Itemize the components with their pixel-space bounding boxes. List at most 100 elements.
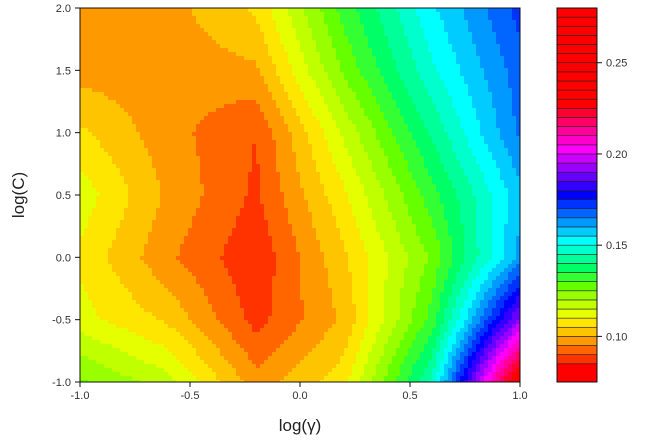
contour-cell (200, 20, 205, 25)
contour-cell (356, 176, 361, 181)
contour-cell (96, 108, 101, 113)
contour-cell (132, 144, 137, 149)
contour-cell (264, 32, 269, 37)
contour-cell (416, 84, 421, 89)
contour-cell (352, 88, 357, 93)
contour-cell (208, 60, 213, 65)
contour-cell (160, 120, 165, 125)
contour-cell (208, 44, 213, 49)
contour-cell (192, 32, 197, 37)
contour-cell (376, 16, 381, 21)
contour-cell (388, 20, 393, 25)
contour-cell (396, 156, 401, 161)
contour-cell (188, 84, 193, 89)
contour-cell (392, 104, 397, 109)
contour-cell (284, 56, 289, 61)
contour-cell (224, 40, 229, 45)
contour-cell (500, 28, 505, 33)
contour-cell (216, 156, 221, 161)
contour-cell (372, 124, 377, 129)
contour-cell (256, 40, 261, 45)
contour-cell (168, 44, 173, 49)
contour-cell (276, 52, 281, 57)
contour-cell (276, 104, 281, 109)
contour-cell (432, 136, 437, 141)
contour-cell (248, 164, 253, 169)
contour-cell (188, 64, 193, 69)
contour-cell (84, 112, 89, 117)
contour-cell (460, 80, 465, 85)
contour-cell (516, 180, 520, 185)
contour-cell (160, 160, 165, 165)
contour-cell (380, 96, 385, 101)
contour-cell (408, 140, 413, 145)
contour-cell (420, 60, 425, 65)
contour-cell (284, 28, 289, 33)
contour-cell (88, 184, 93, 189)
contour-cell (188, 68, 193, 73)
contour-cell (84, 168, 89, 173)
contour-cell (240, 176, 245, 181)
contour-cell (236, 152, 241, 157)
contour-cell (164, 96, 169, 101)
contour-cell (336, 140, 341, 145)
contour-cell (104, 44, 109, 49)
contour-cell (164, 108, 169, 113)
contour-cell (100, 20, 105, 25)
contour-cell (356, 120, 361, 125)
contour-cell (360, 128, 365, 133)
contour-cell (396, 140, 401, 145)
contour-cell (220, 20, 225, 25)
contour-cell (228, 88, 233, 93)
contour-cell (280, 148, 285, 153)
contour-cell (472, 12, 477, 17)
contour-cell (220, 32, 225, 37)
contour-cell (452, 28, 457, 33)
contour-cell (396, 52, 401, 57)
contour-cell (360, 116, 365, 121)
contour-cell (284, 20, 289, 25)
contour-cell (196, 28, 201, 33)
contour-cell (104, 148, 109, 153)
contour-cell (456, 116, 461, 121)
contour-cell (300, 148, 305, 153)
contour-cell (204, 168, 209, 173)
contour-cell (416, 72, 421, 77)
contour-cell (516, 40, 520, 45)
contour-cell (260, 48, 265, 53)
contour-cell (204, 80, 209, 85)
contour-cell (324, 168, 329, 173)
contour-cell (364, 80, 369, 85)
contour-cell (364, 172, 369, 177)
contour-cell (456, 76, 461, 81)
contour-cell (256, 124, 261, 129)
contour-cell (464, 64, 469, 69)
contour-cell (260, 44, 265, 49)
contour-cell (352, 124, 357, 129)
contour-cell (216, 40, 221, 45)
contour-cell (188, 40, 193, 45)
contour-cell (340, 28, 345, 33)
contour-cell (392, 68, 397, 73)
contour-cell (412, 120, 417, 125)
contour-cell (512, 104, 517, 109)
contour-cell (332, 68, 337, 73)
contour-cell (316, 92, 321, 97)
contour-cell (420, 12, 425, 17)
contour-cell (348, 144, 353, 149)
contour-cell (264, 100, 269, 105)
contour-cell (496, 172, 501, 177)
contour-cell (160, 88, 165, 93)
contour-cell (268, 44, 273, 49)
contour-cell (156, 140, 161, 145)
contour-cell (504, 96, 509, 101)
contour-cell (420, 96, 425, 101)
contour-cell (480, 104, 485, 109)
contour-cell (156, 16, 161, 21)
contour-cell (308, 140, 313, 145)
contour-cell (192, 136, 197, 141)
contour-cell (96, 56, 101, 61)
contour-cell (452, 36, 457, 41)
contour-cell (452, 68, 457, 73)
contour-cell (416, 184, 421, 189)
